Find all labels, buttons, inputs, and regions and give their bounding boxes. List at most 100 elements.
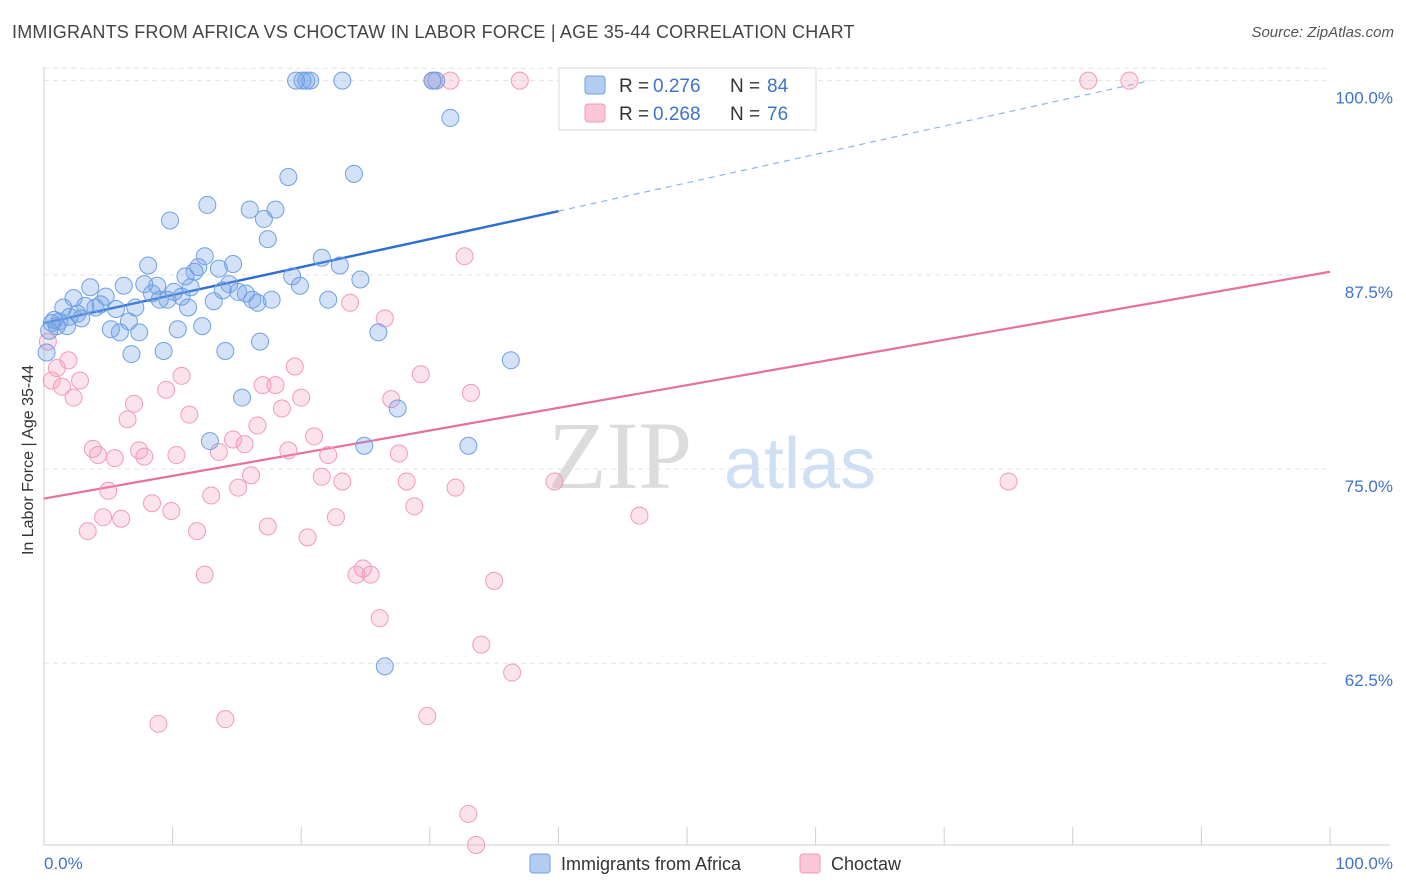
point-africa-28 [148, 276, 167, 295]
point-africa-2 [42, 314, 61, 332]
point-africa-83 [355, 436, 374, 455]
point-africa-60 [262, 290, 281, 309]
point-choctaw-10 [94, 508, 113, 527]
legend-r-value-1: 0.276 [653, 76, 701, 97]
point-africa-66 [293, 71, 312, 90]
legend-label-immigrants-from-africa: Immigrants from Africa [561, 854, 742, 874]
point-africa-22 [122, 345, 141, 364]
legend-swatch-choctaw [584, 103, 606, 123]
point-africa-73 [344, 164, 363, 183]
y-tick-label-3: 62.5% [1345, 671, 1393, 690]
point-choctaw-57 [405, 497, 424, 516]
point-africa-37 [179, 298, 198, 317]
point-africa-62 [279, 167, 298, 186]
point-choctaw-31 [229, 478, 248, 497]
point-choctaw-29 [216, 710, 235, 729]
point-africa-80 [441, 108, 460, 127]
point-africa-82 [501, 351, 520, 370]
point-choctaw-22 [167, 446, 186, 465]
point-choctaw-9 [89, 446, 108, 465]
point-choctaw-34 [248, 416, 267, 435]
point-choctaw-56 [397, 472, 416, 491]
legend-n-value-1: 84 [767, 76, 789, 97]
point-africa-50 [224, 254, 243, 273]
legend-n-label-2: N = [730, 104, 760, 125]
point-choctaw-52 [370, 609, 389, 628]
point-africa-20 [114, 276, 133, 295]
watermark-atlas: atlas [724, 424, 876, 504]
point-africa-4 [47, 317, 66, 336]
point-africa-42 [195, 247, 214, 266]
point-choctaw-65 [472, 635, 491, 654]
point-choctaw-13 [112, 509, 131, 528]
point-choctaw-37 [266, 376, 285, 395]
point-africa-56 [248, 293, 267, 312]
point-choctaw-40 [285, 357, 304, 376]
point-choctaw-43 [305, 427, 324, 446]
point-africa-29 [150, 290, 169, 309]
legend-r-label-2: R = [619, 104, 649, 125]
point-choctaw-75 [467, 836, 486, 854]
legend-n-value-2: 76 [767, 104, 788, 125]
data-points [37, 71, 1139, 854]
point-africa-44 [200, 432, 219, 451]
point-choctaw-18 [143, 494, 162, 513]
point-africa-24 [130, 323, 149, 342]
point-choctaw-4 [59, 351, 78, 370]
point-choctaw-45 [319, 446, 338, 465]
point-africa-43 [198, 195, 217, 214]
legend-r-value-2: 0.268 [653, 104, 701, 125]
point-choctaw-12 [105, 449, 124, 468]
point-choctaw-3 [53, 377, 72, 396]
point-choctaw-68 [510, 71, 529, 90]
point-choctaw-21 [162, 501, 181, 520]
point-africa-61 [266, 200, 285, 219]
point-choctaw-58 [411, 365, 430, 384]
point-africa-34 [168, 320, 187, 339]
point-choctaw-67 [503, 663, 522, 682]
point-africa-64 [287, 71, 306, 90]
point-africa-81 [459, 436, 478, 455]
point-choctaw-44 [312, 467, 331, 486]
point-choctaw-26 [195, 565, 214, 584]
point-africa-65 [290, 276, 309, 295]
point-choctaw-39 [279, 441, 298, 460]
point-africa-46 [209, 259, 228, 278]
point-africa-0 [37, 343, 56, 362]
point-africa-74 [351, 270, 370, 289]
point-choctaw-23 [172, 366, 191, 385]
point-africa-18 [107, 300, 126, 319]
point-choctaw-6 [71, 371, 90, 390]
y-tick-label-2: 75.0% [1345, 477, 1393, 496]
point-africa-76 [375, 657, 394, 676]
point-africa-68 [301, 71, 320, 90]
point-choctaw-15 [125, 394, 144, 413]
legend-swatch-africa [584, 75, 606, 95]
point-choctaw-20 [157, 380, 176, 399]
watermark-zip: ZIP [548, 402, 692, 509]
point-choctaw-55 [389, 444, 408, 463]
point-africa-69 [312, 248, 331, 267]
series-legend: Immigrants from Africa Choctaw [529, 853, 902, 874]
point-choctaw-64 [461, 383, 480, 402]
point-africa-67 [297, 71, 316, 90]
axes [43, 67, 1390, 846]
point-africa-79 [427, 71, 446, 90]
point-choctaw-72 [1079, 71, 1098, 90]
point-choctaw-62 [446, 478, 465, 497]
point-choctaw-47 [333, 472, 352, 491]
point-choctaw-66 [485, 571, 504, 590]
legend-n-label-1: N = [730, 76, 760, 97]
trendlines [43, 80, 1331, 500]
point-africa-49 [220, 275, 239, 294]
legend-swatch-choctaw [799, 853, 821, 874]
legend-r-label-1: R = [619, 76, 649, 97]
point-africa-26 [139, 256, 158, 275]
point-africa-36 [176, 267, 195, 286]
point-africa-72 [333, 71, 352, 90]
point-africa-51 [229, 282, 248, 301]
point-africa-55 [243, 290, 262, 309]
y-tick-label-0: 100.0% [1335, 89, 1393, 108]
point-choctaw-25 [188, 522, 207, 541]
